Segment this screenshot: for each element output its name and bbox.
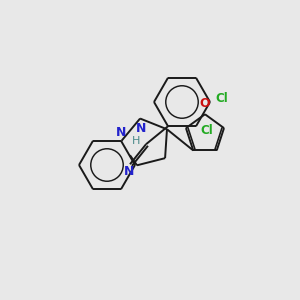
Text: N: N: [136, 122, 146, 134]
Text: O: O: [200, 97, 210, 110]
Text: Cl: Cl: [200, 124, 213, 137]
Text: H: H: [132, 136, 140, 146]
Text: N: N: [124, 165, 134, 178]
Text: N: N: [116, 126, 126, 139]
Text: Cl: Cl: [215, 92, 228, 104]
